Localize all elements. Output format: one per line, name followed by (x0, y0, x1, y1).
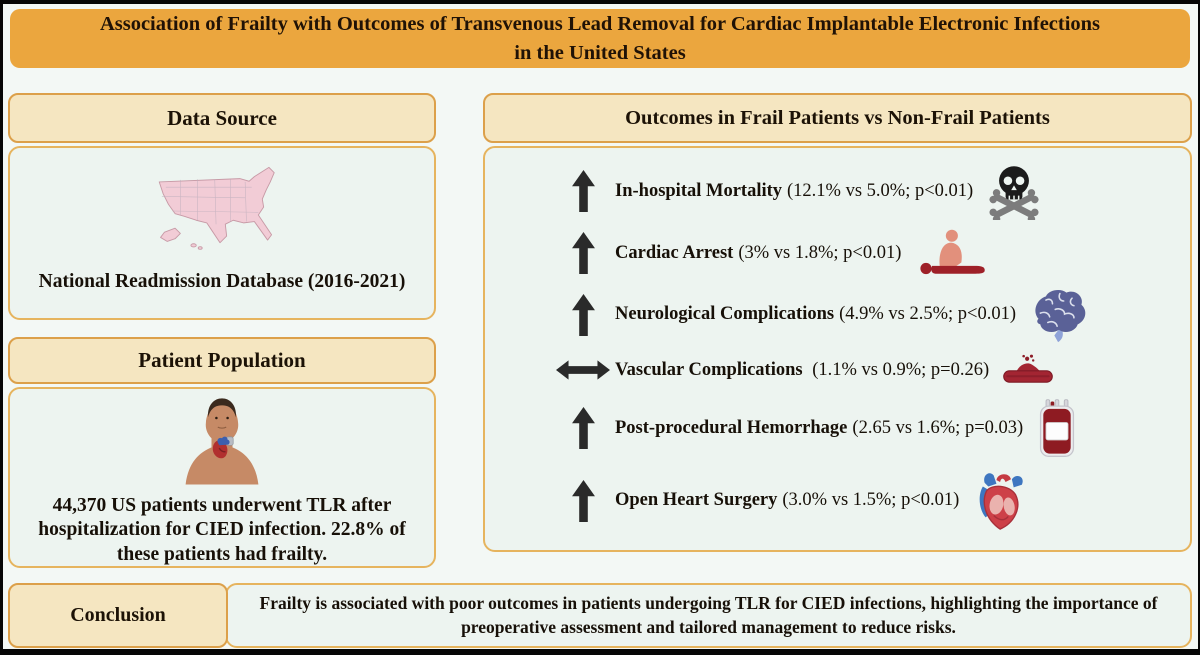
outcome-label: Vascular Complications (615, 359, 803, 380)
patient-population-text: 44,370 US patients underwent TLR after h… (38, 495, 406, 565)
conclusion-box: Frailty is associated with poor outcomes… (225, 583, 1192, 648)
page-title: Association of Frailty with Outcomes of … (99, 13, 1101, 64)
patient-population-header-label: Patient Population (138, 348, 306, 372)
outcome-values: (2.65 vs 1.6%; p=0.03) (852, 417, 1024, 438)
outcome-row-neurological: Neurological Complications (4.9% vs 2.5%;… (485, 287, 1190, 343)
up-arrow-icon (551, 293, 615, 336)
outcome-row-hemorrhage: Post-procedural Hemorrhage (2.65 vs 1.6%;… (485, 397, 1190, 459)
patient-population-header: Patient Population (8, 337, 436, 384)
outcome-row-cardiac-arrest: Cardiac Arrest (3% vs 1.8%; p<0.01) (485, 228, 1190, 278)
frame-left-edge (0, 0, 3, 655)
outcome-values: (3% vs 1.8%; p<0.01) (738, 242, 902, 263)
outcome-row-vascular: Vascular Complications (1.1% vs 0.9%; p=… (485, 351, 1190, 389)
outcome-label: In-hospital Mortality (615, 180, 783, 201)
outcomes-header: Outcomes in Frail Patients vs Non-Frail … (483, 93, 1192, 143)
outcome-label: Neurological Complications (615, 304, 835, 325)
cpr-icon (914, 228, 988, 278)
outcome-values: (3.0% vs 1.5%; p<0.01) (782, 490, 960, 511)
blood-bag-icon (1036, 397, 1078, 459)
data-source-box: National Readmission Database (2016-2021… (8, 146, 436, 320)
up-arrow-icon (551, 479, 615, 522)
blood-vessel-icon (1002, 351, 1054, 389)
usa-map-icon (146, 162, 298, 263)
skull-crossbones-icon (986, 162, 1042, 221)
outcome-values: (12.1% vs 5.0%; p<0.01) (787, 180, 974, 201)
conclusion-text: Frailty is associated with poor outcomes… (259, 592, 1158, 637)
frame-bottom-bar (0, 649, 1200, 655)
data-source-header: Data Source (8, 93, 436, 143)
up-arrow-icon (551, 232, 615, 275)
frame-top-bar (0, 0, 1200, 4)
outcomes-box: In-hospital Mortality (12.1% vs 5.0%; p<0… (483, 146, 1192, 552)
data-source-text: National Readmission Database (2016-2021… (38, 271, 406, 292)
outcome-row-open-heart: Open Heart Surgery (3.0% vs 1.5%; p<0.01) (485, 468, 1190, 534)
outcome-label: Cardiac Arrest (615, 242, 734, 263)
brain-icon (1029, 287, 1089, 343)
up-arrow-icon (551, 407, 615, 450)
left-right-arrow-icon (551, 360, 615, 380)
patient-torso-icon (180, 393, 264, 490)
patient-population-box: 44,370 US patients underwent TLR after h… (8, 387, 436, 568)
data-source-header-label: Data Source (167, 105, 277, 130)
up-arrow-icon (551, 170, 615, 213)
title-banner: Association of Frailty with Outcomes of … (10, 9, 1190, 68)
outcome-label: Post-procedural Hemorrhage (615, 417, 848, 438)
outcome-label: Open Heart Surgery (615, 490, 778, 511)
outcome-row-mortality: In-hospital Mortality (12.1% vs 5.0%; p<0… (485, 162, 1190, 221)
outcome-values: (4.9% vs 2.5%; p<0.01) (839, 304, 1017, 325)
outcome-values: (1.1% vs 0.9%; p=0.26) (807, 359, 990, 380)
conclusion-header: Conclusion (8, 583, 228, 648)
anatomical-heart-icon (972, 468, 1030, 534)
conclusion-header-label: Conclusion (70, 604, 166, 626)
frame-right-edge (1198, 0, 1200, 655)
outcomes-header-label: Outcomes in Frail Patients vs Non-Frail … (625, 106, 1050, 129)
